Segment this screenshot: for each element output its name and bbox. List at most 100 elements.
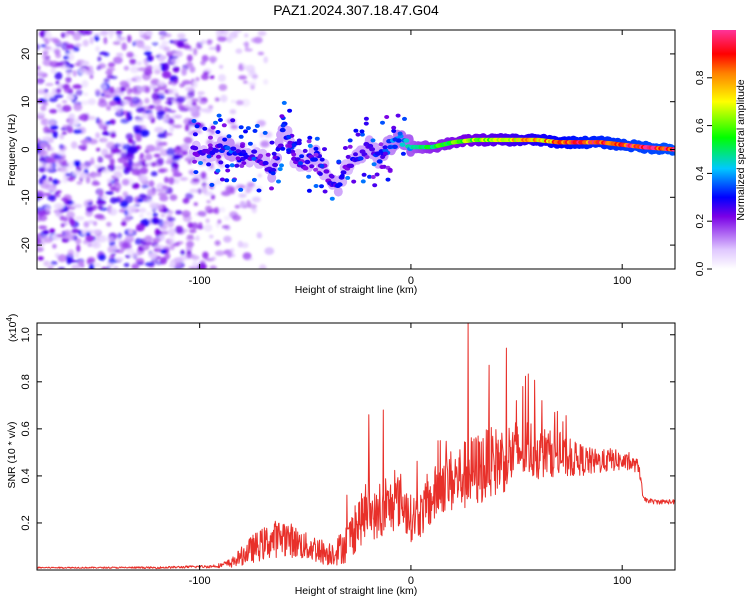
noise-blob: [188, 107, 196, 113]
noise-blob: [121, 42, 127, 51]
noise-blob: [197, 188, 203, 195]
noise-blob: [242, 252, 252, 260]
noise-blob: [165, 187, 173, 194]
noise-blob: [251, 196, 261, 203]
noise-blob: [46, 118, 56, 127]
noise-blob: [40, 183, 51, 189]
ridge-scatter: [329, 196, 335, 201]
ridge-scatter: [345, 175, 351, 180]
noise-blob: [74, 216, 85, 221]
noise-blob: [188, 266, 194, 269]
ridge-scatter: [395, 113, 401, 118]
noise-blob: [153, 87, 160, 93]
noise-blob: [71, 228, 80, 234]
noise-blob: [151, 42, 159, 46]
noise-blob: [107, 205, 113, 209]
x-tick-label: 0: [408, 275, 414, 287]
noise-blob: [163, 46, 171, 52]
ridge-core: [192, 146, 199, 151]
noise-blob: [223, 235, 232, 243]
noise-blob: [150, 162, 157, 167]
noise-blob: [211, 256, 217, 261]
noise-blob: [195, 77, 200, 82]
noise-blob: [191, 101, 197, 106]
noise-blob: [74, 204, 83, 208]
noise-blob: [145, 144, 156, 152]
ridge-scatter: [275, 147, 281, 152]
ridge-core: [403, 138, 410, 143]
noise-blob: [244, 41, 249, 50]
noise-blob: [144, 262, 155, 267]
noise-blob: [94, 88, 101, 96]
noise-blob: [138, 30, 144, 36]
noise-blob: [72, 70, 77, 77]
noise-blob: [161, 71, 172, 79]
ridge-core: [216, 143, 223, 148]
ridge-scatter: [213, 120, 218, 125]
noise-blob: [112, 41, 121, 45]
noise-blob: [136, 223, 145, 232]
noise-blob: [205, 205, 213, 214]
noise-blob: [88, 138, 98, 145]
noise-blob: [149, 84, 157, 90]
noise-blob: [41, 136, 51, 141]
noise-blob: [45, 82, 54, 87]
ridge-scatter: [221, 123, 227, 128]
noise-blob: [173, 257, 184, 263]
noise-blob: [37, 190, 44, 194]
noise-blob: [122, 143, 132, 151]
noise-blob: [106, 178, 114, 184]
ridge-scatter: [224, 164, 230, 169]
noise-blob: [133, 203, 141, 208]
ridge-scatter: [235, 156, 241, 161]
noise-blob: [169, 237, 176, 244]
noise-blob: [38, 225, 48, 230]
noise-blob: [43, 92, 49, 100]
snr-y-scale-exponent: 4: [5, 317, 14, 322]
noise-blob: [87, 98, 96, 105]
noise-blob: [208, 55, 218, 63]
noise-blob: [139, 115, 150, 119]
ridge-scatter: [397, 131, 403, 136]
noise-blob: [197, 95, 203, 100]
noise-blob: [66, 211, 75, 219]
y-tick-label: 10: [20, 96, 32, 108]
ridge-scatter: [353, 152, 358, 157]
noise-blob: [225, 185, 234, 193]
noise-blob: [87, 220, 95, 224]
noise-blob: [55, 80, 60, 85]
noise-blob: [235, 48, 243, 54]
noise-blob: [80, 162, 90, 171]
noise-blob: [106, 105, 112, 111]
ridge-core: [357, 156, 364, 161]
noise-blob: [83, 92, 89, 96]
noise-blob: [131, 96, 141, 105]
noise-blob: [198, 222, 203, 229]
noise-blob: [76, 244, 81, 253]
noise-blob: [127, 159, 133, 167]
ridge-scatter: [192, 151, 198, 156]
noise-blob: [164, 176, 169, 183]
noise-blob: [37, 112, 46, 116]
noise-blob: [221, 190, 231, 197]
noise-blob: [124, 209, 129, 216]
noise-blob: [129, 58, 137, 65]
noise-blob: [181, 150, 188, 156]
noise-blob: [148, 252, 158, 259]
ridge-core: [323, 169, 330, 174]
noise-blob: [127, 138, 133, 144]
noise-blob: [138, 207, 147, 213]
noise-blob: [185, 245, 193, 254]
noise-blob: [38, 214, 48, 222]
ridge-core: [336, 182, 343, 187]
noise-blob: [189, 188, 199, 193]
colorbar-gradient: [712, 30, 736, 269]
ridge-scatter: [281, 100, 287, 105]
noise-blob: [168, 176, 175, 185]
ridge-scatter: [364, 155, 370, 160]
noise-blob: [169, 244, 175, 251]
noise-blob: [163, 62, 170, 71]
noise-blob: [122, 191, 129, 198]
